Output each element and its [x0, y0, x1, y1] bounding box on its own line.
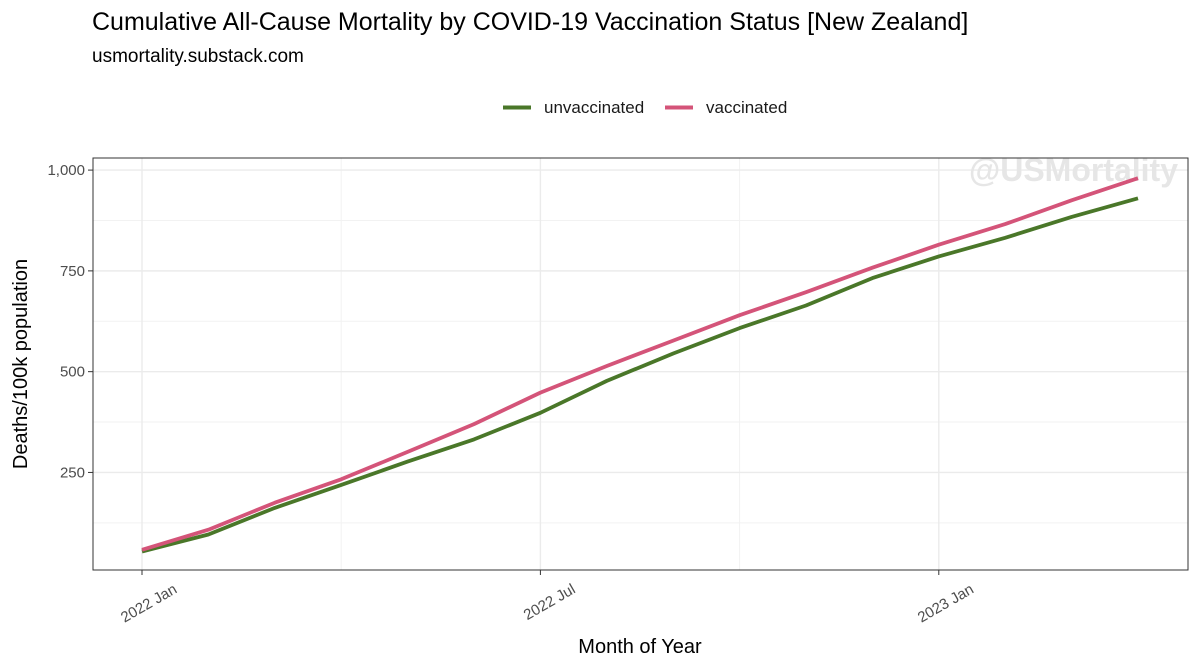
watermark: @USMortality — [969, 152, 1178, 188]
y-tick-label: 1,000 — [47, 162, 85, 179]
y-axis: 250 500 750 1,000 — [47, 162, 93, 481]
grid-major — [93, 158, 1188, 570]
y-tick-label: 750 — [60, 263, 85, 280]
x-axis-title: Month of Year — [578, 636, 702, 658]
legend-label-vaccinated: vaccinated — [706, 98, 787, 117]
x-axis: 2022 Jan 2022 Jul 2023 Jan — [118, 570, 977, 626]
x-tick-label: 2023 Jan — [915, 581, 977, 627]
x-tick-label: 2022 Jan — [118, 581, 180, 627]
plot-border — [92, 157, 1189, 571]
legend-label-unvaccinated: unvaccinated — [544, 98, 644, 117]
chart-subtitle: usmortality.substack.com — [92, 46, 304, 67]
series-lines — [141, 176, 1139, 554]
y-tick-label: 500 — [60, 364, 85, 381]
chart-title: Cumulative All-Cause Mortality by COVID-… — [92, 8, 968, 36]
series-line-unvaccinated — [141, 196, 1139, 554]
y-axis-title: Deaths/100k population — [10, 259, 32, 469]
legend: unvaccinated vaccinated — [503, 98, 787, 117]
y-tick-label: 250 — [60, 464, 85, 481]
x-tick-label: 2022 Jul — [521, 581, 579, 624]
series-line-vaccinated — [141, 176, 1139, 552]
grid-minor — [93, 158, 1188, 570]
